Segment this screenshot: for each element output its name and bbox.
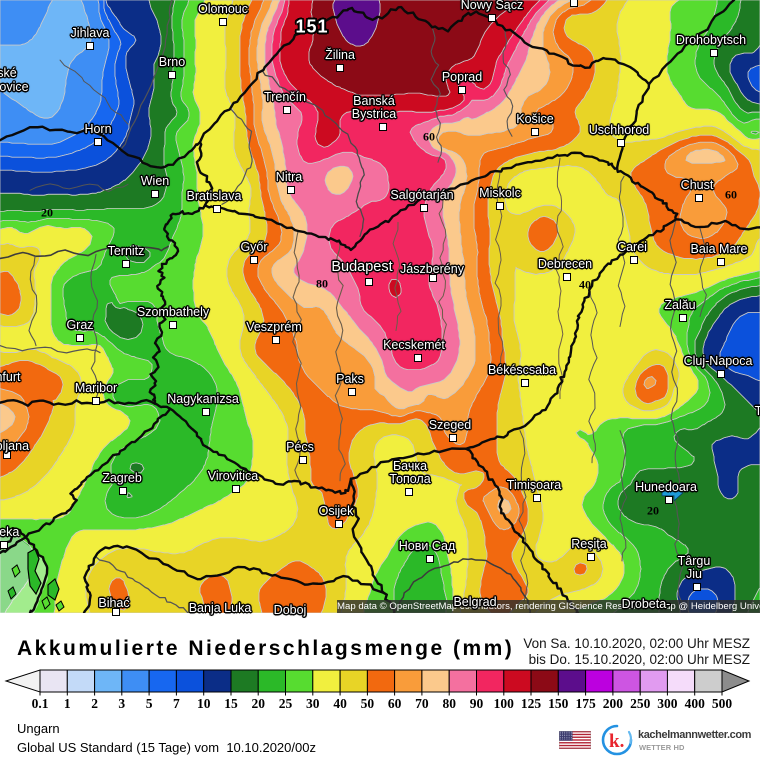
svg-text:k.: k. — [609, 731, 624, 752]
